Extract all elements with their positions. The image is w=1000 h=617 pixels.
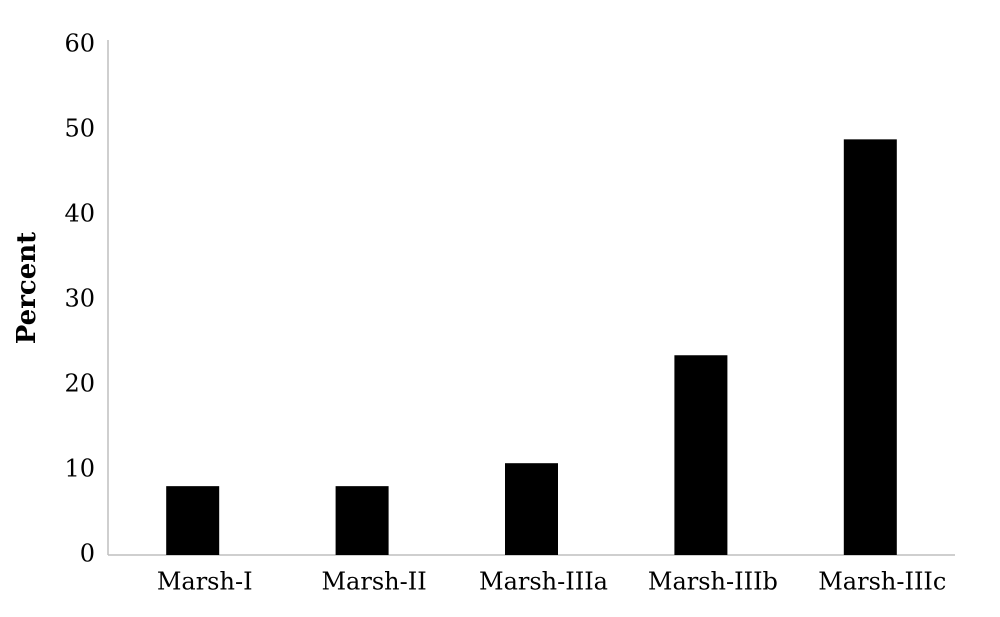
x-tick-label: Marsh-IIIa xyxy=(479,568,608,596)
y-tick-label: 50 xyxy=(64,115,95,143)
x-tick-label: Marsh-II xyxy=(321,568,426,596)
x-tick-label: Marsh-I xyxy=(157,568,253,596)
y-tick-label: 20 xyxy=(64,370,95,398)
y-tick-label: 10 xyxy=(64,455,95,483)
y-tick-label: 0 xyxy=(80,540,95,568)
x-tick-label: Marsh-IIIc xyxy=(818,568,946,596)
bar xyxy=(335,486,389,555)
y-tick-label: 30 xyxy=(64,285,95,313)
bar xyxy=(166,486,220,555)
x-tick-label: Marsh-IIIb xyxy=(648,568,778,596)
bar xyxy=(674,355,728,555)
y-tick-label: 60 xyxy=(64,30,95,58)
y-axis-title: Percent xyxy=(12,232,42,344)
bar xyxy=(843,139,897,555)
y-tick-label: 40 xyxy=(64,200,95,228)
bar xyxy=(505,463,558,555)
